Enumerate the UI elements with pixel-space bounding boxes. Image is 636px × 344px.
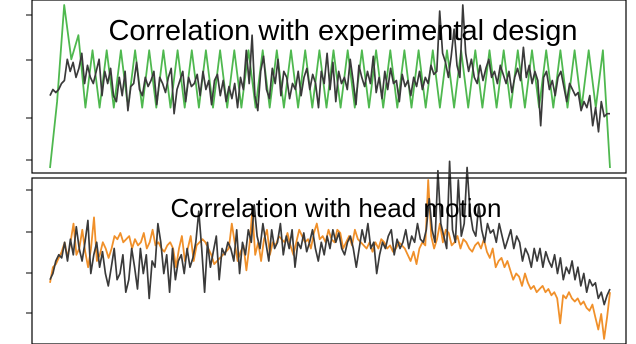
panel-title: Correlation with experimental design <box>108 15 577 47</box>
series-lines <box>49 4 611 169</box>
axes-frame <box>31 0 627 174</box>
series-line-1 <box>49 160 611 306</box>
series-line-0 <box>49 179 611 340</box>
series-line-1 <box>49 4 610 133</box>
y-axis-ticks <box>26 189 32 314</box>
panel-title: Correlation with head motion <box>171 193 502 223</box>
panel-experimental-design: Correlation with experimental design <box>26 0 627 174</box>
series-lines <box>49 160 611 340</box>
y-axis-ticks <box>26 14 32 161</box>
axes-frame <box>31 177 627 344</box>
panel-head-motion: Correlation with head motion <box>26 160 627 344</box>
